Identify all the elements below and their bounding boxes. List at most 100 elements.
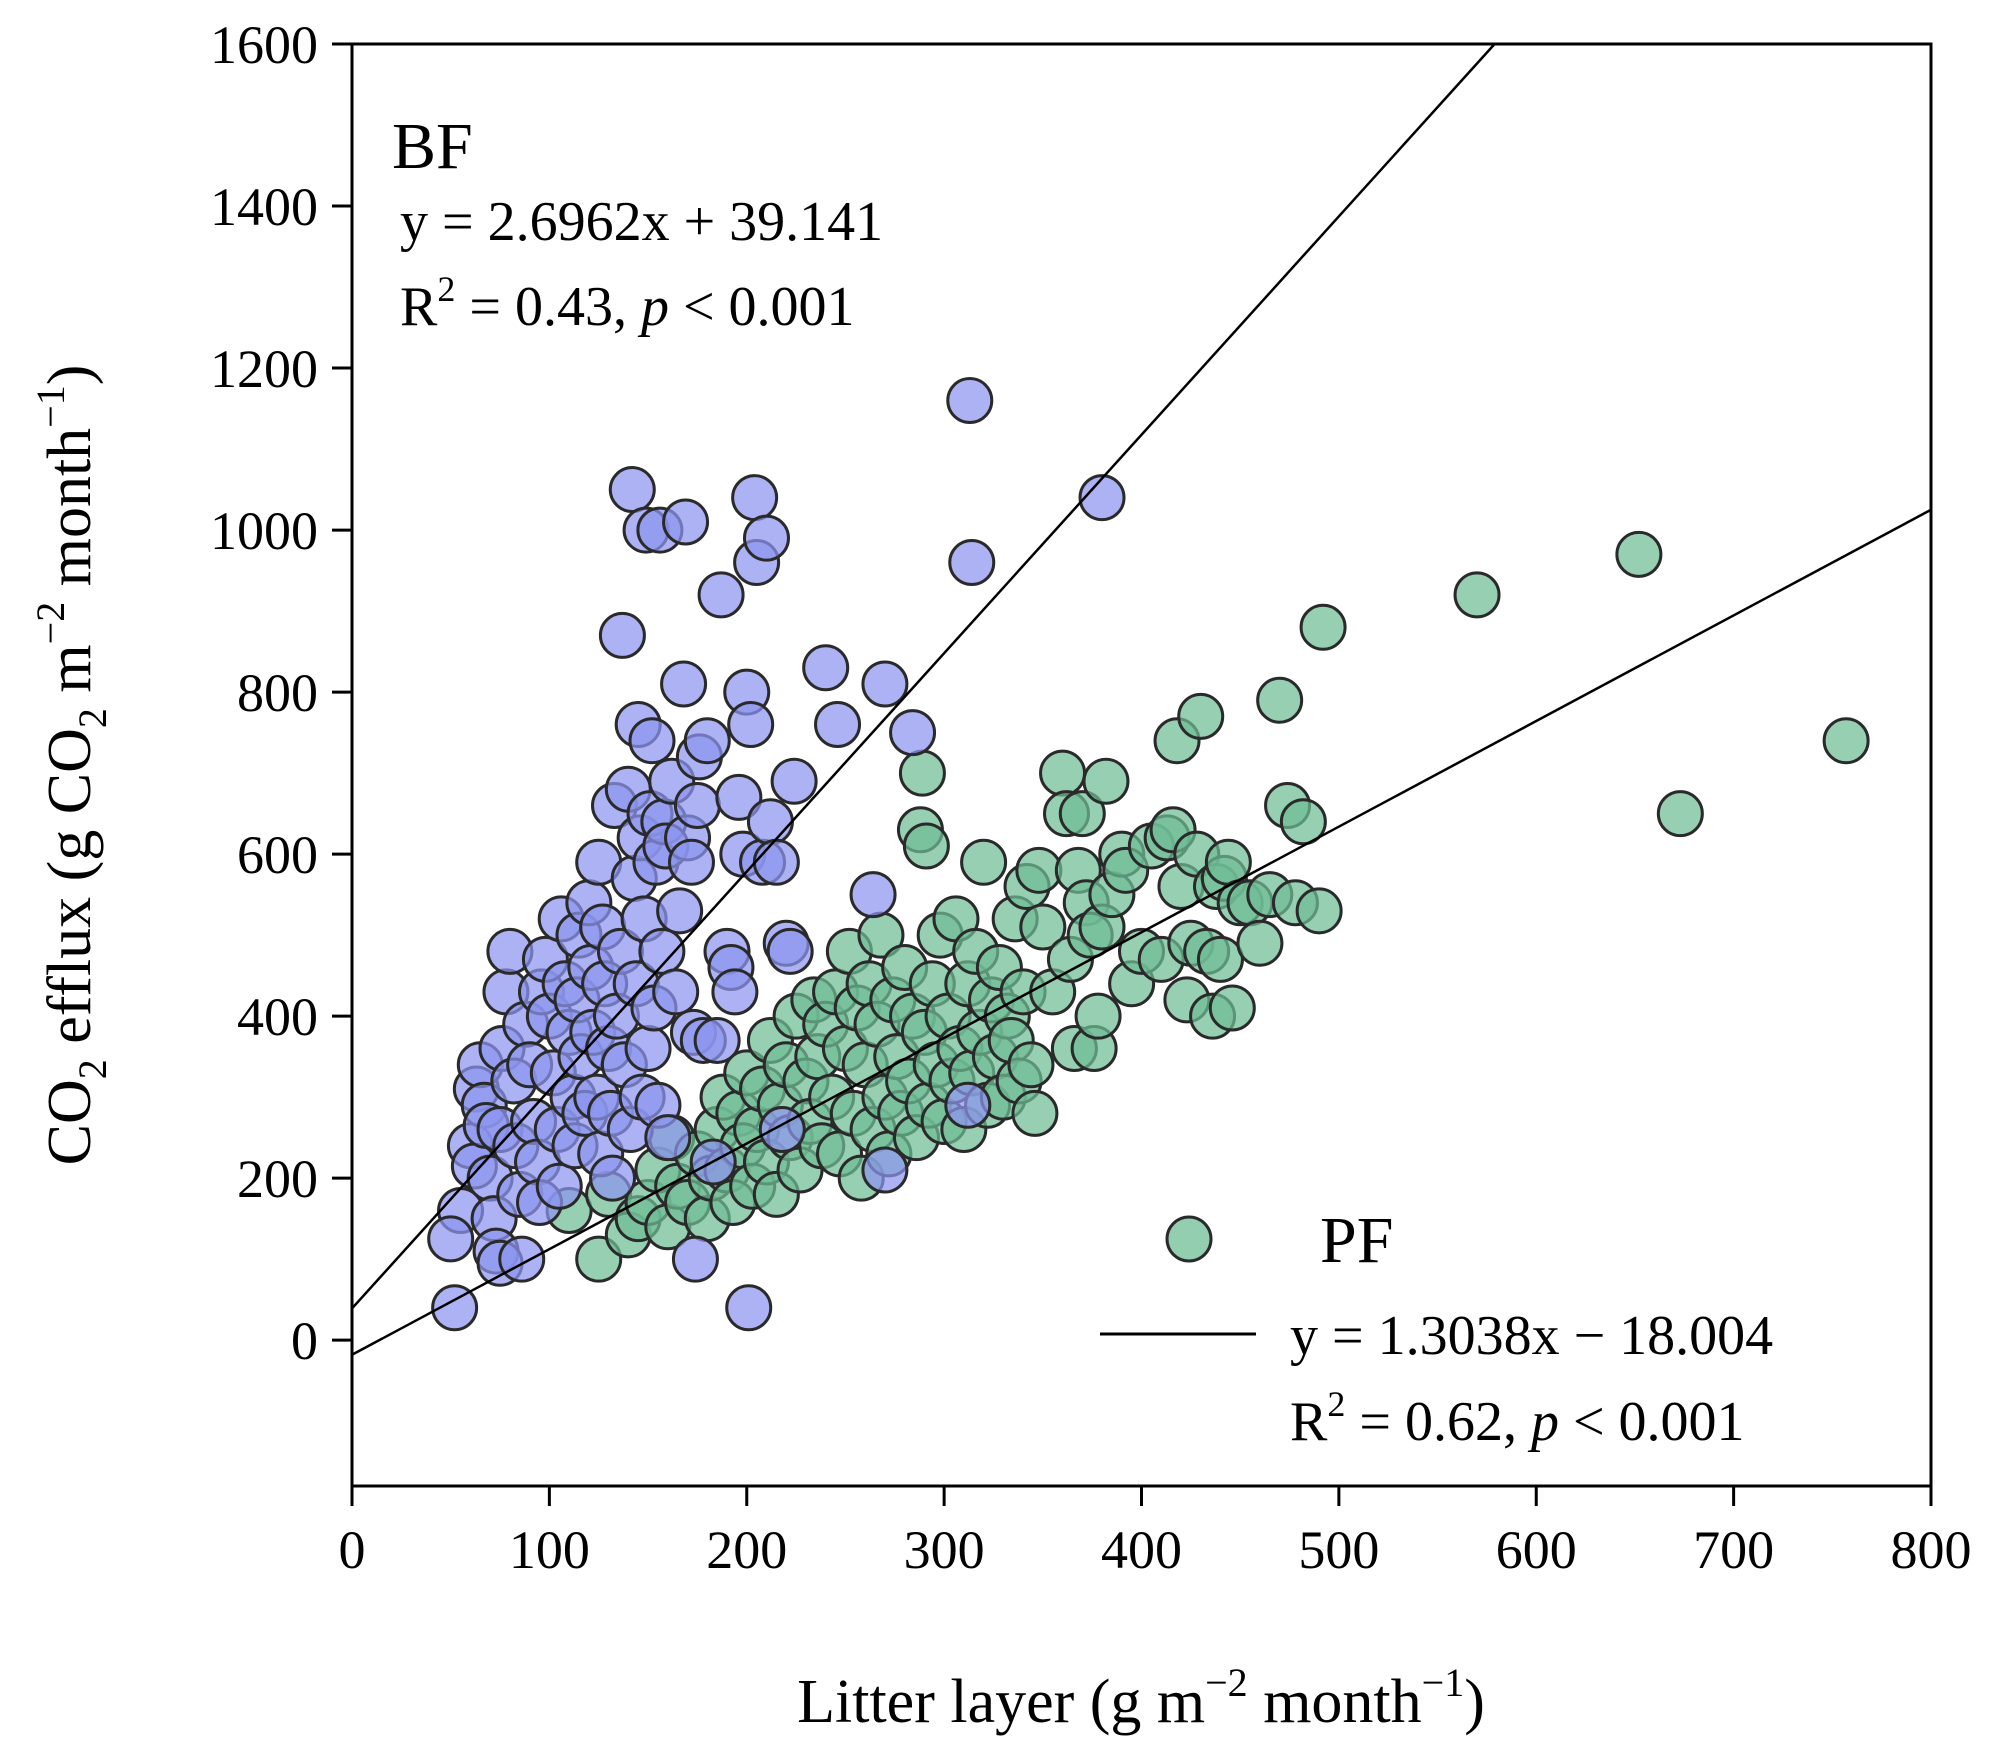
- bf-point: [731, 474, 779, 522]
- bf-point: [656, 887, 704, 935]
- bf-point: [644, 1114, 692, 1162]
- bf-point: [742, 514, 790, 562]
- bf-point: [667, 838, 715, 886]
- bf-point: [802, 644, 850, 692]
- bf-point: [752, 838, 800, 886]
- pf-point: [1011, 1089, 1059, 1137]
- pf-point: [1007, 1041, 1055, 1089]
- bf-point: [725, 1284, 773, 1332]
- bf-point: [711, 968, 759, 1016]
- pf-equation: y = 1.3038x − 18.004: [1290, 1305, 1773, 1367]
- y-tick-label: 1000: [210, 501, 318, 561]
- x-tick-label: 700: [1693, 1520, 1774, 1580]
- bf-point: [671, 1235, 719, 1283]
- y-tick-label: 1400: [210, 177, 318, 237]
- pf-point: [1299, 603, 1347, 651]
- bf-point: [766, 927, 814, 975]
- pf-point: [898, 749, 946, 797]
- y-tick-label: 1600: [210, 15, 318, 75]
- pf-point: [1615, 530, 1663, 578]
- x-tick-label: 200: [706, 1520, 787, 1580]
- x-axis-title: Litter layer (g m−2 month−1): [797, 1660, 1485, 1736]
- bf-point: [683, 717, 731, 765]
- bf-point: [673, 782, 721, 830]
- bf-point: [770, 757, 818, 805]
- pf-point: [902, 822, 950, 870]
- x-tick-label: 500: [1298, 1520, 1379, 1580]
- pf-label: PF: [1320, 1204, 1393, 1277]
- y-tick-label: 400: [237, 987, 318, 1047]
- pf-point: [1656, 790, 1704, 838]
- bf-point: [861, 1146, 909, 1194]
- x-tick-label: 800: [1891, 1520, 1972, 1580]
- bf-fit-line: [351, 43, 1496, 1310]
- bf-point: [758, 1106, 806, 1154]
- pf-fit-line: [351, 508, 1932, 1356]
- bf-point: [697, 571, 745, 619]
- bf-label: BF: [392, 110, 473, 183]
- pf-point: [1236, 919, 1284, 967]
- bf-point: [944, 1081, 992, 1129]
- y-tick-label: 200: [237, 1149, 318, 1209]
- pf-point: [1279, 798, 1327, 846]
- bf-point: [535, 1162, 583, 1210]
- bf-point: [727, 700, 775, 748]
- bf-point: [498, 1235, 546, 1283]
- pf-point: [1015, 846, 1063, 894]
- bf-point: [608, 466, 656, 514]
- bf-equation: y = 2.6962x + 39.141: [400, 191, 883, 253]
- pf-point: [1196, 935, 1244, 983]
- bf-point: [1078, 474, 1126, 522]
- bf-point: [889, 709, 937, 757]
- bf-point: [861, 660, 909, 708]
- y-tick-labels: 0 200 400 600 800 1000 1200 1400 1600: [210, 15, 318, 1371]
- bf-point: [660, 660, 708, 708]
- y-tick-label: 1200: [210, 339, 318, 399]
- pf-point: [1074, 992, 1122, 1040]
- bf-point: [948, 538, 996, 586]
- pf-point: [1822, 717, 1870, 765]
- pf-point: [960, 838, 1008, 886]
- points-layer: [427, 376, 1870, 1332]
- bf-point: [598, 611, 646, 659]
- bf-point: [589, 1154, 637, 1202]
- bf-point: [946, 376, 994, 424]
- pf-point: [1019, 903, 1067, 951]
- bf-point: [628, 717, 676, 765]
- pf-point: [1256, 676, 1304, 724]
- bf-point: [715, 773, 763, 821]
- x-tick-label: 300: [904, 1520, 985, 1580]
- y-axis-title: CO2 efflux (g CO2 m−2 month−1): [28, 365, 115, 1166]
- x-tick-label: 400: [1101, 1520, 1182, 1580]
- bf-point: [427, 1215, 475, 1263]
- bf-point: [849, 871, 897, 919]
- x-tick-label: 0: [339, 1520, 366, 1580]
- pf-point: [1208, 984, 1256, 1032]
- x-tick-labels: 0 100 200 300 400 500 600 700 800: [339, 1520, 1972, 1580]
- bf-point: [814, 700, 862, 748]
- bf-point: [431, 1284, 479, 1332]
- series-pf: [545, 530, 1870, 1283]
- bf-point: [693, 1016, 741, 1064]
- pf-r2: R2 = 0.62, p < 0.001: [1290, 1384, 1745, 1453]
- y-tick-label: 600: [237, 825, 318, 885]
- x-tick-label: 100: [509, 1520, 590, 1580]
- pf-legend: PF y = 1.3038x − 18.004 R2 = 0.62, p < 0…: [1100, 1204, 1773, 1453]
- bf-point: [652, 968, 700, 1016]
- axis-ticks: [332, 42, 1933, 1506]
- bf-point: [624, 1025, 672, 1073]
- pf-point: [1295, 887, 1343, 935]
- bf-r2: R2 = 0.43, p < 0.001: [400, 269, 855, 338]
- pf-point: [1058, 790, 1106, 838]
- pf-legend-marker: [1165, 1215, 1213, 1263]
- fit-lines: [351, 43, 1932, 1356]
- y-tick-label: 0: [291, 1311, 318, 1371]
- pf-point: [1039, 749, 1087, 797]
- pf-point: [1453, 571, 1501, 619]
- y-tick-label: 800: [237, 663, 318, 723]
- x-tick-label: 600: [1496, 1520, 1577, 1580]
- pf-point: [1177, 692, 1225, 740]
- pf-point: [1082, 757, 1130, 805]
- bf-point: [662, 498, 710, 546]
